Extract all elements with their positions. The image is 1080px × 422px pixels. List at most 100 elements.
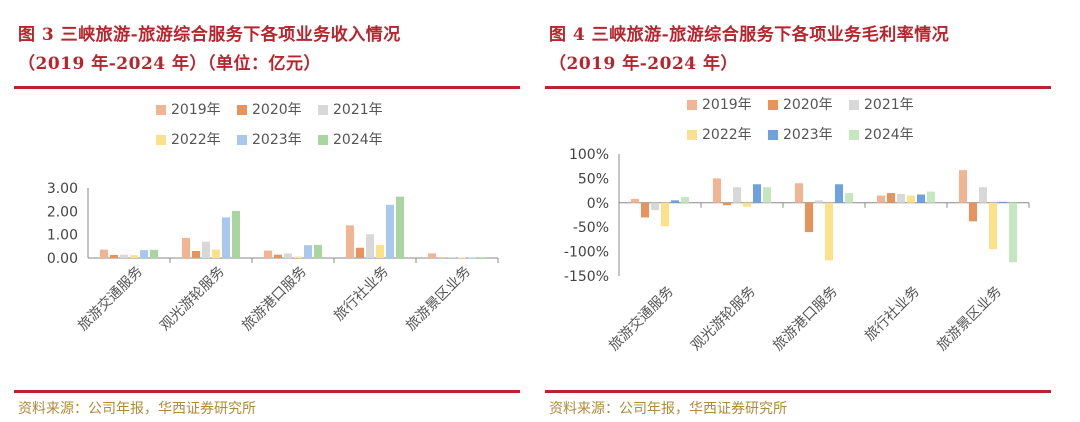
- bar: [651, 202, 659, 211]
- y-tick-label: 0%: [587, 196, 609, 212]
- bar: [927, 191, 935, 203]
- bar: [120, 254, 128, 258]
- chart-title: 图 4 三峡旅游-旅游综合服务下各项业务毛利率情况: [549, 25, 950, 45]
- category-label: 旅游港口服务: [239, 264, 310, 335]
- bar: [150, 249, 158, 258]
- y-tick-label: 100%: [569, 147, 609, 163]
- chart-title: 图 3 三峡旅游-旅游综合服务下各项业务收入情况: [18, 25, 401, 45]
- bar: [743, 202, 751, 207]
- category-label: 旅游景区业务: [403, 264, 474, 335]
- bar: [681, 196, 689, 203]
- bar: [887, 193, 895, 203]
- bar: [999, 201, 1007, 203]
- y-tick-label: 1.00: [47, 228, 78, 244]
- bar: [733, 187, 741, 203]
- legend-swatch: [318, 135, 328, 145]
- bar: [631, 198, 639, 203]
- bar: [763, 187, 771, 203]
- legend-swatch: [237, 135, 247, 145]
- chart-subtitle: （2019 年-2024 年）（单位：亿元）: [18, 54, 322, 74]
- y-tick-label: -100%: [564, 245, 609, 261]
- y-tick-label: -150%: [564, 269, 609, 285]
- footer-rule: [545, 390, 1051, 393]
- bar: [212, 249, 220, 258]
- bar: [989, 202, 997, 250]
- legend-swatch: [156, 135, 166, 145]
- bar: [661, 202, 669, 227]
- bar: [959, 170, 967, 203]
- bar: [192, 251, 200, 258]
- bar: [897, 194, 905, 203]
- bar: [202, 241, 210, 258]
- revenue-bar-chart: 2019年 2020年 2021年 2022年 2023年 2024年 0.00 1.00 2.…: [47, 102, 499, 335]
- category-label: 旅游港口服务: [770, 284, 841, 355]
- y-tick-label: -50%: [573, 220, 609, 236]
- bar: [907, 195, 915, 203]
- bar: [396, 196, 404, 258]
- legend-label: 2020年: [783, 97, 833, 113]
- bar: [845, 193, 853, 203]
- bar: [386, 204, 394, 258]
- legend-label: 2019年: [171, 102, 221, 118]
- bar: [917, 194, 925, 203]
- bar: [438, 257, 446, 259]
- category-label: 旅行社业务: [331, 264, 392, 325]
- bar: [478, 257, 486, 258]
- bar: [304, 245, 312, 258]
- legend-label: 2022年: [702, 127, 752, 143]
- margin-bar-chart: 2019年 2020年 2021年 2022年 2023年 2024年 -150% -100%…: [564, 97, 1030, 355]
- bar: [130, 255, 138, 258]
- category-label: 观光游轮服务: [688, 284, 759, 355]
- legend-swatch: [318, 105, 328, 115]
- legend-swatch: [687, 100, 697, 110]
- bar: [713, 178, 721, 203]
- chart-subtitle: （2019 年-2024 年）: [549, 54, 739, 74]
- y-tick-label: 50%: [578, 171, 609, 187]
- bar: [376, 245, 384, 258]
- bar: [969, 202, 977, 222]
- legend-swatch: [849, 130, 859, 140]
- bar: [815, 200, 823, 203]
- bar: [835, 184, 843, 203]
- legend-swatch: [237, 105, 247, 115]
- bar: [140, 250, 148, 258]
- header-rule: [14, 86, 520, 89]
- category-label: 旅游景区业务: [934, 284, 1005, 355]
- bar: [641, 202, 649, 218]
- legend-label: 2024年: [333, 132, 383, 148]
- legend-swatch: [768, 130, 778, 140]
- legend-label: 2023年: [252, 132, 302, 148]
- bar: [753, 184, 761, 203]
- bar: [264, 250, 272, 258]
- legend-swatch: [768, 100, 778, 110]
- category-label: 旅游交通服务: [605, 283, 676, 354]
- bar: [356, 247, 364, 258]
- legend-label: 2019年: [702, 97, 752, 113]
- footer-rule: [14, 390, 520, 393]
- bar: [100, 249, 108, 258]
- bar: [274, 254, 282, 258]
- chart-panel-margin: 图 4 三峡旅游-旅游综合服务下各项业务毛利率情况 （2019 年-2024 年…: [545, 0, 1055, 422]
- legend-label: 2021年: [864, 97, 914, 113]
- legend-swatch: [687, 130, 697, 140]
- legend-label: 2022年: [171, 132, 221, 148]
- bar: [314, 244, 322, 258]
- bar: [284, 253, 292, 258]
- category-label: 观光游轮服务: [157, 264, 228, 335]
- y-tick-label: 0.00: [47, 251, 78, 267]
- bar: [1009, 202, 1017, 263]
- bar: [979, 187, 987, 203]
- bar: [182, 237, 190, 258]
- bar: [795, 183, 803, 203]
- bar: [723, 202, 731, 206]
- bar: [805, 202, 813, 233]
- legend-label: 2024年: [864, 127, 914, 143]
- y-tick-label: 3.00: [47, 181, 78, 197]
- category-label: 旅行社业务: [862, 284, 923, 345]
- category-label: 旅游交通服务: [74, 263, 145, 334]
- y-tick-label: 2.00: [47, 204, 78, 220]
- source-note: 资料来源：公司年报，华西证券研究所: [549, 401, 787, 417]
- legend-swatch: [849, 100, 859, 110]
- source-note: 资料来源：公司年报，华西证券研究所: [18, 401, 256, 417]
- header-rule: [545, 86, 1051, 89]
